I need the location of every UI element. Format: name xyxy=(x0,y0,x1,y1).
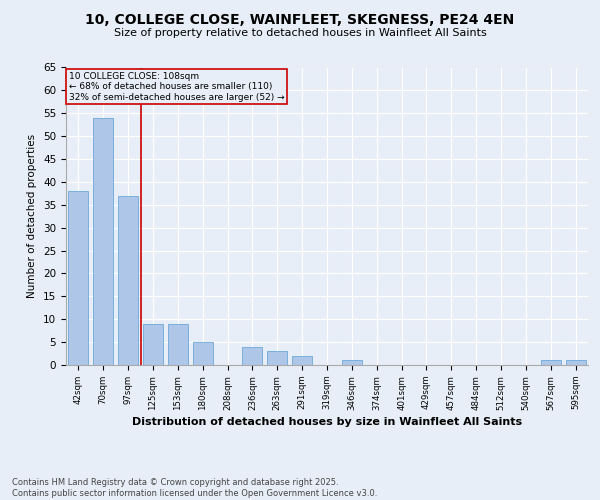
Bar xyxy=(193,342,212,365)
Text: Contains HM Land Registry data © Crown copyright and database right 2025.
Contai: Contains HM Land Registry data © Crown c… xyxy=(12,478,377,498)
Bar xyxy=(118,196,138,365)
Bar xyxy=(143,324,163,365)
Bar xyxy=(292,356,312,365)
Bar xyxy=(342,360,362,365)
Bar xyxy=(541,360,560,365)
Bar xyxy=(566,360,586,365)
X-axis label: Distribution of detached houses by size in Wainfleet All Saints: Distribution of detached houses by size … xyxy=(132,416,522,426)
Text: Size of property relative to detached houses in Wainfleet All Saints: Size of property relative to detached ho… xyxy=(113,28,487,38)
Bar xyxy=(94,118,113,365)
Text: 10, COLLEGE CLOSE, WAINFLEET, SKEGNESS, PE24 4EN: 10, COLLEGE CLOSE, WAINFLEET, SKEGNESS, … xyxy=(85,12,515,26)
Bar xyxy=(242,346,262,365)
Bar xyxy=(268,352,287,365)
Text: 10 COLLEGE CLOSE: 108sqm
← 68% of detached houses are smaller (110)
32% of semi-: 10 COLLEGE CLOSE: 108sqm ← 68% of detach… xyxy=(68,72,284,102)
Y-axis label: Number of detached properties: Number of detached properties xyxy=(28,134,37,298)
Bar xyxy=(68,191,88,365)
Bar xyxy=(168,324,188,365)
